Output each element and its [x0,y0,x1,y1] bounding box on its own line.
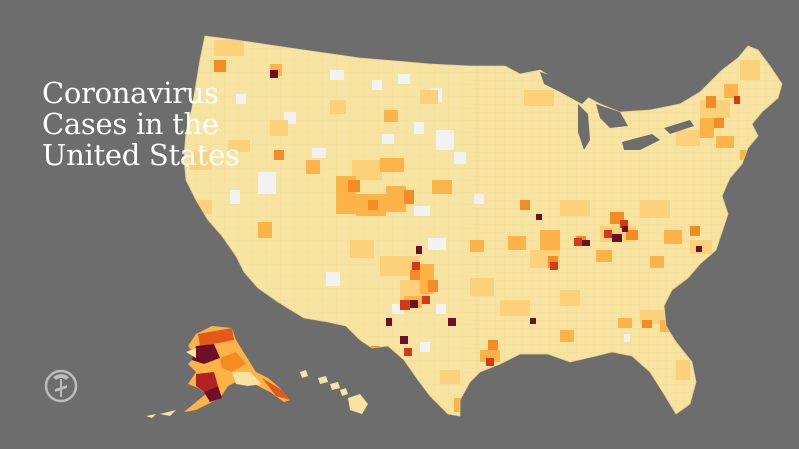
alaska [146,326,290,418]
great-lakes [540,72,694,150]
nyt-logo-icon [44,365,78,405]
hawaii [300,370,368,414]
title-line-3: United States [42,138,240,172]
title-line-1: Coronavirus [42,76,219,110]
nyt-logo-mark [44,369,78,403]
contiguous-us [183,35,783,417]
page-title: Coronavirus Cases in the United States [42,78,240,171]
title-line-2: Cases in the [42,107,219,141]
